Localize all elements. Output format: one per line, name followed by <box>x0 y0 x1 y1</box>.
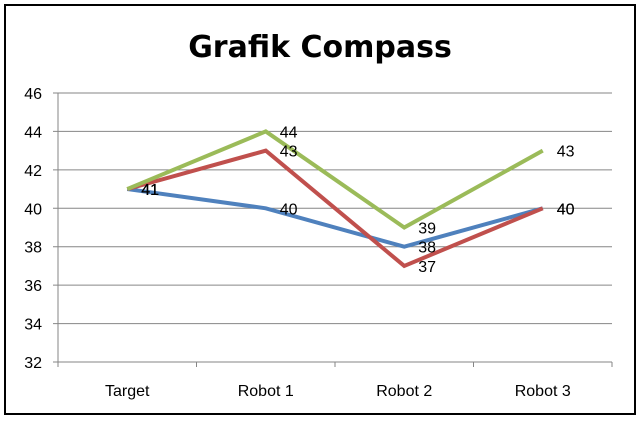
y-tick-label: 38 <box>24 240 42 257</box>
x-tick-label: Robot 2 <box>376 383 432 400</box>
y-axis-ticks: 32 34 36 38 40 42 44 46 <box>24 86 42 372</box>
y-tick-label: 40 <box>24 201 42 218</box>
series-line-2 <box>126 148 544 269</box>
chart-frame <box>4 4 636 415</box>
gridlines <box>53 92 613 367</box>
y-tick-label: 34 <box>24 317 42 334</box>
y-tick-label: 32 <box>24 355 42 372</box>
y-tick-label: 44 <box>24 124 42 141</box>
x-axis-ticks: Target Robot 1 Robot 2 Robot 3 <box>105 383 571 400</box>
data-label: 41 <box>141 182 159 199</box>
y-tick-label: 46 <box>24 86 42 103</box>
x-tick-label: Target <box>105 383 150 400</box>
data-label: 43 <box>280 144 298 161</box>
x-tick-label: Robot 3 <box>515 383 571 400</box>
data-label: 38 <box>418 240 436 257</box>
y-tick-label: 36 <box>24 278 42 295</box>
data-label: 41 <box>141 182 159 199</box>
data-label: 41 <box>141 182 159 199</box>
chart-title: Grafik Compass <box>188 30 452 65</box>
series-lines <box>126 129 544 269</box>
series-line-3 <box>126 129 544 230</box>
data-label: 40 <box>280 201 298 218</box>
x-tick-label: Robot 1 <box>238 383 294 400</box>
data-label: 44 <box>280 124 298 141</box>
data-label: 37 <box>418 259 436 276</box>
data-label: 40 <box>557 201 575 218</box>
data-label: 43 <box>557 144 575 161</box>
y-tick-label: 42 <box>24 163 42 180</box>
series-line-1 <box>126 187 544 249</box>
data-label: 40 <box>557 201 575 218</box>
data-label: 39 <box>418 221 436 238</box>
